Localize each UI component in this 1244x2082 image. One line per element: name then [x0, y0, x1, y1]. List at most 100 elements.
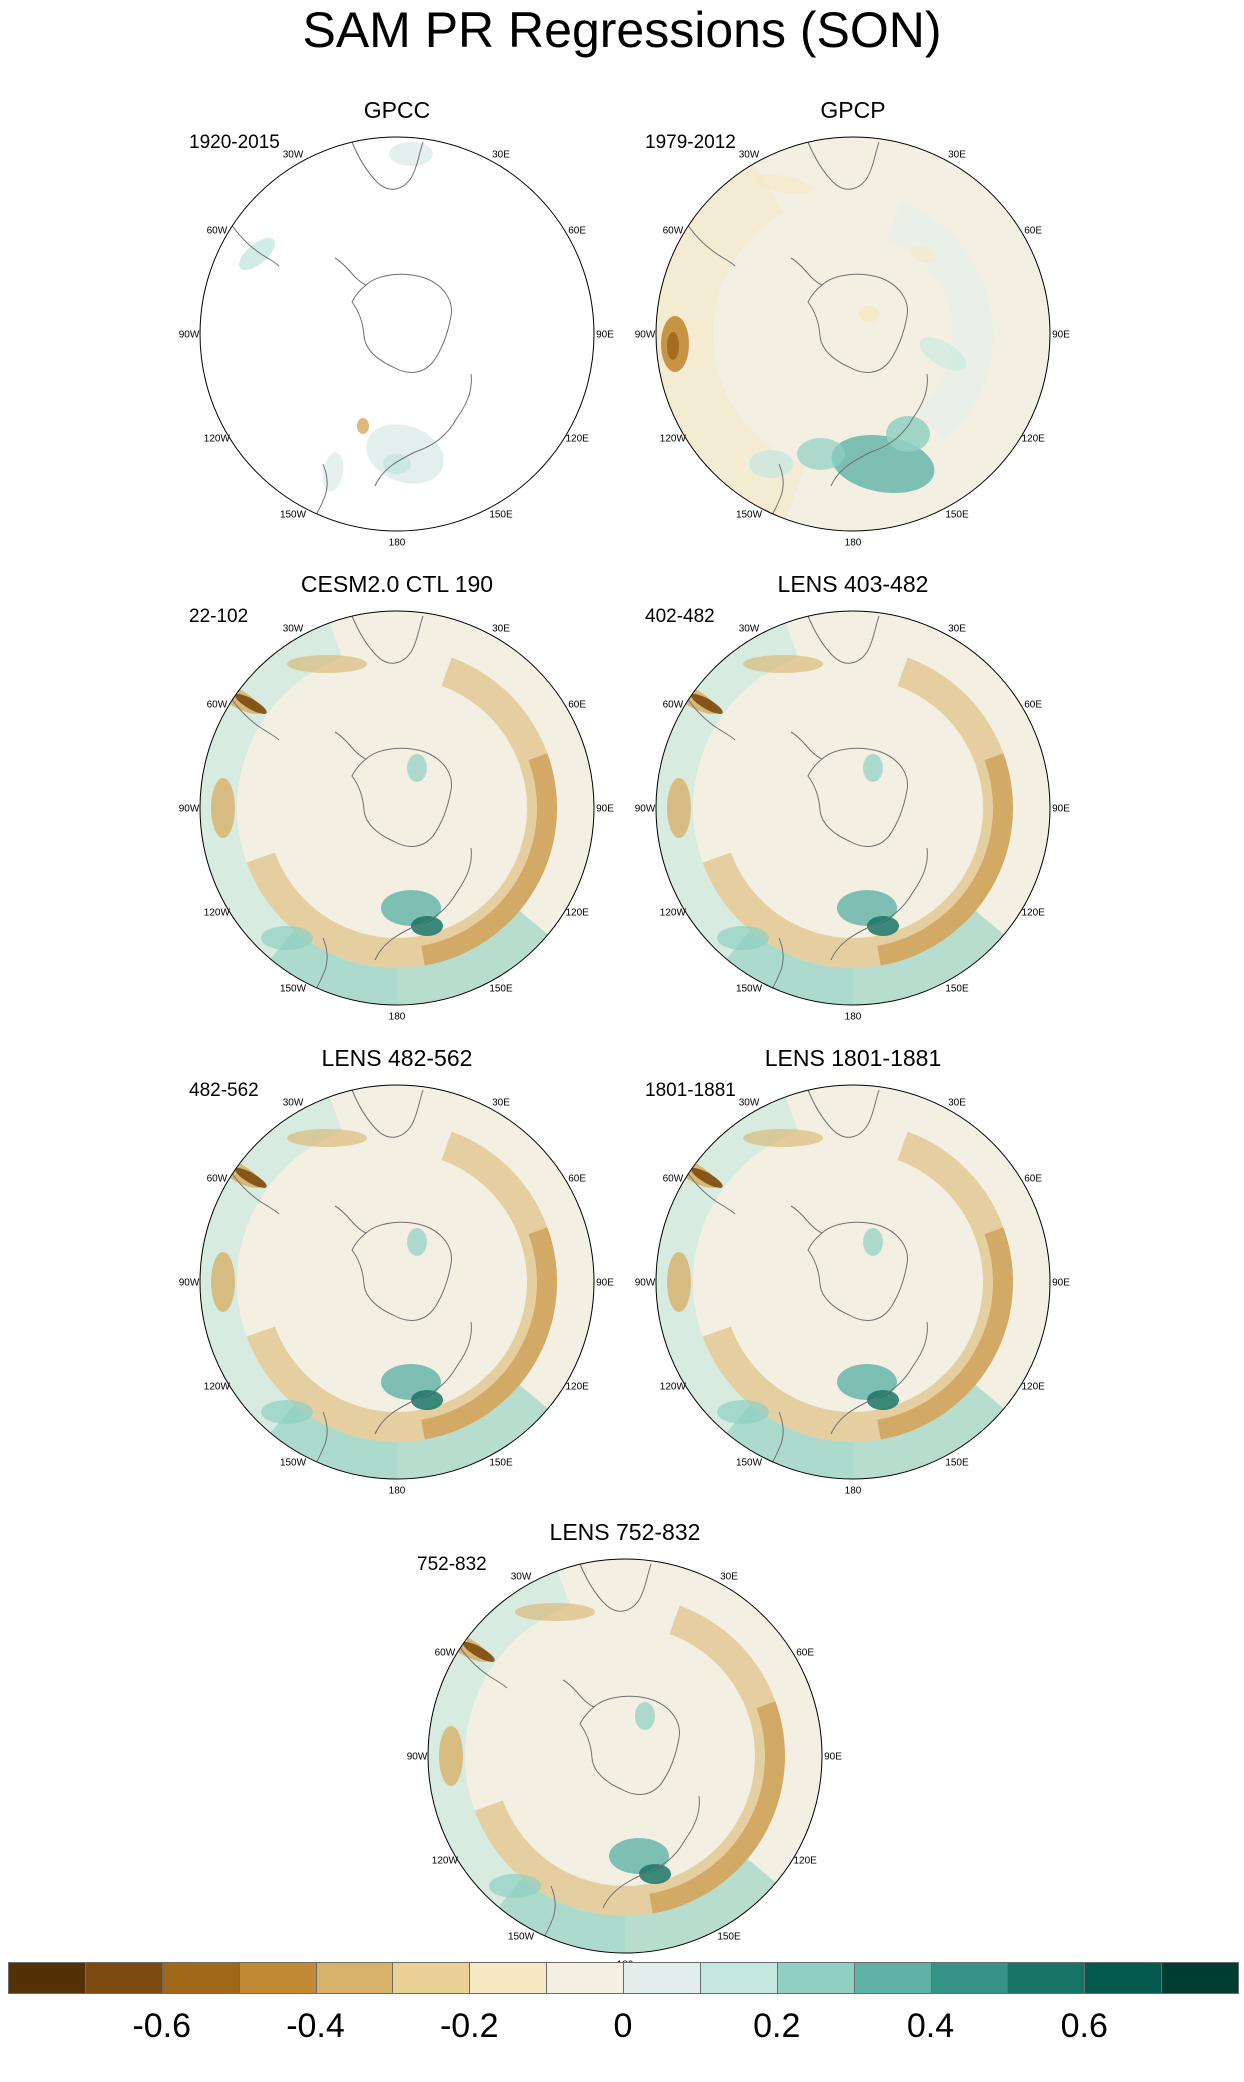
- anomaly-patch: [753, 174, 813, 194]
- panel-years: 402-482: [645, 606, 715, 627]
- map-background: [200, 137, 594, 531]
- anomaly-patch: [383, 454, 411, 474]
- lon-label: 90E: [596, 1278, 614, 1289]
- lon-label: 150W: [280, 510, 307, 521]
- anomaly-band: [649, 1701, 785, 1914]
- lon-label: 120W: [660, 1382, 687, 1393]
- lon-label: 60E: [568, 700, 586, 711]
- anomaly-patch: [919, 337, 967, 371]
- anomaly-patch: [411, 916, 443, 936]
- map-panel-lens-482-562: LENS 482-562 482-562 030E60E90E120E150E1…: [167, 1044, 627, 1514]
- panel-title: GPCP: [820, 97, 886, 123]
- panel-title: LENS 482-562: [321, 1045, 473, 1071]
- lon-label: 150E: [489, 1458, 513, 1469]
- map-border: [427, 1558, 823, 1954]
- colorbar-tick-label: -0.4: [286, 2007, 345, 2045]
- polar-map: 030E60E90E120E150E180150W120W90W60W30W: [179, 136, 614, 549]
- figure-title: SAM PR Regressions (SON): [302, 2, 942, 58]
- map-panel-lens-1801-1881: LENS 1801-1881 1801-1881 030E60E90E120E1…: [623, 1044, 1083, 1514]
- anomaly-band: [724, 1384, 1007, 1479]
- lon-label: 150E: [945, 1458, 969, 1469]
- panel-years: 22-102: [189, 606, 249, 627]
- lon-label: 30E: [720, 1571, 738, 1582]
- map-border: [199, 1084, 595, 1480]
- colorbar-tick-label: -0.2: [439, 2007, 499, 2045]
- lon-label: 150E: [945, 984, 969, 995]
- anomaly-patch: [261, 926, 313, 950]
- lon-label: 30W: [283, 1097, 304, 1108]
- anomaly-patch: [797, 438, 845, 470]
- anomaly-patch: [867, 916, 899, 936]
- lon-label: 180: [845, 538, 862, 549]
- anomaly-patch: [691, 694, 723, 714]
- anomaly-patch: [407, 754, 427, 782]
- colorbar-swatch: [238, 1962, 317, 1994]
- lon-label: 90W: [179, 804, 200, 815]
- lon-label: 120W: [660, 434, 687, 445]
- colorbar-swatch: [853, 1962, 932, 1994]
- anomaly-patch: [703, 158, 727, 174]
- lon-label: 60E: [1024, 1174, 1042, 1185]
- colorbar-swatch: [315, 1962, 394, 1994]
- lon-label: 120E: [1021, 908, 1045, 919]
- anomaly-patch: [859, 306, 879, 322]
- lon-label: 120E: [1021, 1382, 1045, 1393]
- lon-label: 90E: [1052, 804, 1070, 815]
- lon-label: 180: [845, 1486, 862, 1497]
- anomaly-patch: [674, 198, 688, 218]
- panel-years: 482-562: [189, 1080, 259, 1101]
- anomaly-patch: [667, 1252, 691, 1312]
- colorbar-swatch: [930, 1962, 1009, 1994]
- map-border: [655, 610, 1051, 1006]
- lon-label: 30W: [739, 1097, 760, 1108]
- map-border: [655, 136, 1051, 532]
- map-panel-cesm2-ctl: CESM2.0 CTL 190 22-102 030E60E90E120E150…: [167, 570, 627, 1040]
- colorbar-swatch: [161, 1962, 240, 1994]
- lon-label: 150E: [489, 984, 513, 995]
- lon-label: 60E: [1024, 226, 1042, 237]
- anomaly-patch: [717, 926, 769, 950]
- anomaly-patch: [261, 1400, 313, 1424]
- lon-label: 150W: [736, 984, 763, 995]
- anomaly-band: [877, 753, 1013, 966]
- anomaly-patch: [743, 655, 823, 673]
- anomaly-band: [268, 1384, 551, 1479]
- anomaly-patch: [886, 416, 930, 452]
- anomaly-band: [268, 910, 551, 1005]
- panel-title: LENS 1801-1881: [764, 1045, 942, 1071]
- colorbar-swatch: [84, 1962, 163, 1994]
- lon-label: 90W: [179, 330, 200, 341]
- polar-map: 030E60E90E120E150E180150W120W90W60W30W: [179, 610, 614, 1023]
- colorbar-tick-label: 0.6: [1060, 2007, 1108, 2045]
- lon-label: 60W: [663, 226, 684, 237]
- lon-label: 120E: [793, 1856, 817, 1867]
- lon-label: 120W: [432, 1856, 459, 1867]
- anomaly-patch: [439, 1726, 463, 1786]
- lon-label: 90E: [596, 804, 614, 815]
- panel-title: GPCC: [363, 97, 431, 123]
- lon-label: 60W: [207, 1174, 228, 1185]
- colorbar-swatch: [546, 1962, 624, 1994]
- lon-label: 90W: [407, 1752, 428, 1763]
- panel-years: 1920-2015: [189, 132, 280, 153]
- anomaly-patch: [411, 1390, 443, 1410]
- anomaly-patch: [667, 332, 679, 360]
- anomaly-patch: [235, 694, 267, 714]
- anomaly-patch: [389, 142, 433, 166]
- colorbar-swatch: [1084, 1962, 1163, 1994]
- map-border: [655, 1084, 1051, 1480]
- lon-label: 150W: [280, 1458, 307, 1469]
- anomaly-patch: [717, 1400, 769, 1424]
- lon-label: 30W: [511, 1571, 532, 1582]
- anomaly-patch: [322, 452, 344, 492]
- lon-label: 90E: [824, 1752, 842, 1763]
- lon-label: 60W: [207, 226, 228, 237]
- polar-map: 030E60E90E120E150E180150W120W90W60W30W: [635, 1084, 1070, 1497]
- anomaly-band: [656, 160, 806, 522]
- polar-map: 030E60E90E120E150E180150W120W90W60W30W: [635, 136, 1070, 549]
- lon-label: 120W: [204, 908, 231, 919]
- colorbar-swatch: [776, 1962, 855, 1994]
- panel-title: LENS 752-832: [549, 1519, 701, 1545]
- anomaly-patch: [667, 778, 691, 838]
- map-panel-lens-752-832: LENS 752-832 752-832 030E60E90E120E150E1…: [395, 1518, 855, 1988]
